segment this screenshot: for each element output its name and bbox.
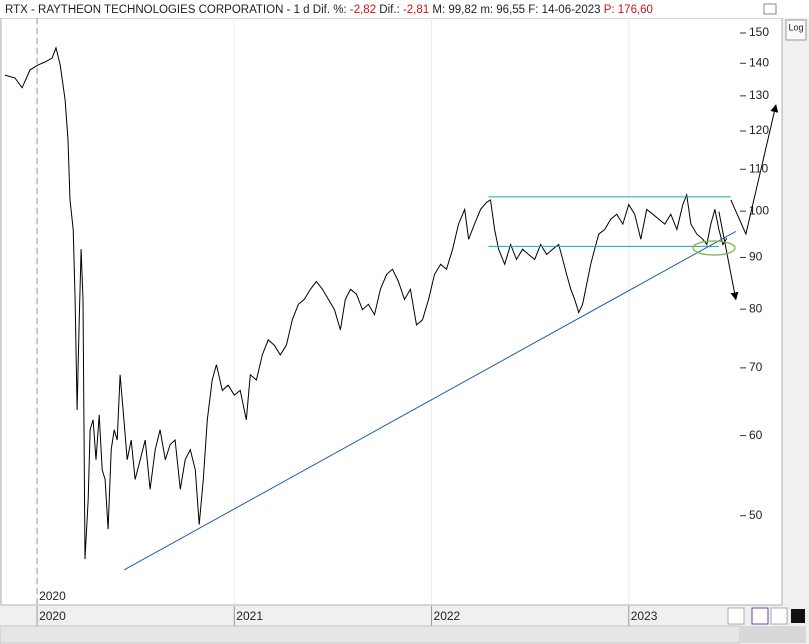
header: RTX - RAYTHEON TECHNOLOGIES CORPORATION …: [5, 4, 653, 16]
trend-line: [123, 230, 737, 571]
y-tick-label: 150: [749, 25, 769, 39]
info: M: 99,82 m: 96,55 F: 14-06-2023: [432, 4, 600, 16]
scroll-thumb[interactable]: [740, 626, 806, 643]
highlight-ellipse: [692, 240, 736, 256]
save-button[interactable]: [751, 607, 769, 625]
value: -2,81: [403, 4, 429, 16]
y-tick-label: 50: [749, 508, 763, 522]
scrollbar[interactable]: [0, 625, 741, 644]
color-button[interactable]: [791, 609, 805, 623]
label: Dif. %:: [313, 4, 347, 16]
price-line: [4, 46, 728, 560]
label: Dif.:: [379, 4, 399, 16]
title: RTX - RAYTHEON TECHNOLOGIES CORPORATION …: [5, 4, 310, 16]
y-tick-label: 90: [749, 250, 763, 264]
value: -2,82: [350, 4, 376, 16]
projection-down: [718, 211, 739, 301]
y-tick-label: 140: [749, 55, 769, 69]
x-axis-bar: [0, 606, 809, 626]
pin-button[interactable]: [770, 607, 788, 625]
period-label: 2020: [39, 589, 66, 603]
y-tick-label: 130: [749, 88, 769, 102]
wave-button[interactable]: [727, 607, 745, 625]
y-tick-label: 80: [749, 301, 763, 315]
restore-icon[interactable]: [763, 3, 777, 15]
projection-up: [730, 104, 779, 236]
x-tick-label: 2022: [434, 609, 461, 623]
plot-area: [0, 17, 783, 606]
y-tick-label: 70: [749, 360, 763, 374]
x-tick-label: 2023: [631, 609, 658, 623]
y-tick-label: 110: [749, 161, 768, 175]
plot: 50 60 70 80 90 100 110 120 130 140 150 2020: [4, 18, 779, 604]
header-title: RTX - RAYTHEON TECHNOLOGIES CORPORATION …: [5, 4, 653, 16]
price: P: 176,60: [604, 4, 653, 16]
log-button-label[interactable]: Log: [788, 22, 803, 32]
y-tick-label: 100: [749, 203, 769, 217]
header-bar: [0, 0, 809, 18]
y-tick-label: 60: [749, 428, 763, 442]
x-tick-label: 2021: [236, 609, 263, 623]
y-tick-label: 120: [749, 123, 769, 137]
log-button[interactable]: [785, 19, 807, 41]
x-tick-label: 2020: [39, 609, 66, 623]
